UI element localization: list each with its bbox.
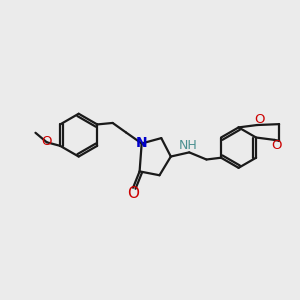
Text: O: O [254, 112, 265, 126]
Text: NH: NH [178, 139, 197, 152]
Text: O: O [272, 139, 282, 152]
Text: O: O [41, 135, 51, 148]
Text: N: N [136, 136, 148, 150]
Text: O: O [127, 186, 139, 201]
